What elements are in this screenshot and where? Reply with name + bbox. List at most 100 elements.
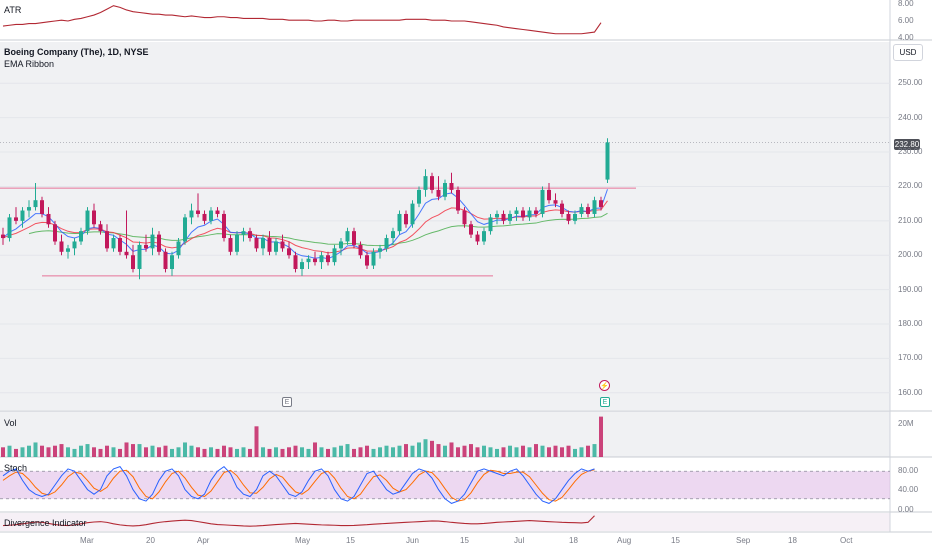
candle-body <box>326 255 330 263</box>
volume-bar <box>443 445 447 457</box>
candle-body <box>300 262 304 269</box>
volume-bar <box>7 445 12 457</box>
candle-body <box>430 176 434 190</box>
volume-bar <box>287 447 291 457</box>
volume-bar <box>33 442 38 457</box>
volume-bar <box>378 447 382 457</box>
candle-body <box>579 207 584 214</box>
candle-body <box>599 200 603 208</box>
volume-bar <box>358 447 363 457</box>
volume-bar <box>59 444 64 457</box>
volume-bar <box>404 444 408 457</box>
candle-body <box>547 189 551 201</box>
candle-body <box>202 213 207 221</box>
candle-body <box>228 238 233 252</box>
indicator-title[interactable]: EMA Ribbon <box>4 59 55 69</box>
volume-bar <box>53 445 57 457</box>
dividend-icon[interactable]: ⚡ <box>599 380 610 391</box>
candle-body <box>235 234 239 252</box>
atr-series-line <box>2 5 602 35</box>
volume-bar <box>332 447 337 457</box>
volume-bar <box>1 447 5 457</box>
price-axis-label: 240.00 <box>898 112 923 122</box>
candle-body <box>378 248 382 252</box>
atr-axis-label: 6.00 <box>898 16 914 25</box>
candle-body <box>514 210 519 214</box>
volume-bar <box>599 416 603 457</box>
volume-axis-label: 20M <box>898 419 914 428</box>
candle-body <box>287 248 291 256</box>
time-axis-label: 18 <box>788 536 797 545</box>
candle-body <box>261 238 265 249</box>
candle-body <box>332 248 337 263</box>
volume-bar <box>410 445 415 457</box>
volume-bars <box>1 416 603 457</box>
candle-body <box>527 210 532 218</box>
atr-axis-label: 4.00 <box>898 33 914 42</box>
candle-body <box>436 189 441 197</box>
candle-body <box>586 207 590 214</box>
candle-body <box>417 189 421 204</box>
candle-body <box>248 231 252 239</box>
price-axis-label: 200.00 <box>898 250 923 260</box>
volume-bar <box>183 442 187 457</box>
time-axis-label: 15 <box>671 536 680 545</box>
volume-bar <box>501 447 506 457</box>
candle-body <box>27 207 31 211</box>
volume-bar <box>150 445 155 457</box>
volume-bar <box>14 448 18 457</box>
candle-body <box>183 217 187 242</box>
volume-bar <box>202 448 207 457</box>
divergence-line <box>2 515 595 527</box>
volume-bar <box>196 447 200 457</box>
candle-body <box>391 231 395 239</box>
volume-bar <box>248 448 252 457</box>
candle-body <box>85 210 90 232</box>
volume-bar <box>482 445 486 457</box>
candle-body <box>150 234 155 249</box>
ema-fast-line <box>2 189 608 260</box>
candle-body <box>59 241 64 252</box>
volume-bar <box>209 447 213 457</box>
candle-body <box>573 213 577 221</box>
symbol-title[interactable]: Boeing Company (The), 1D, NYSE <box>4 47 149 57</box>
currency-button[interactable]: USD <box>893 44 923 61</box>
volume-bar <box>40 445 44 457</box>
volume-bar <box>527 447 532 457</box>
volume-bar <box>118 448 122 457</box>
volume-bar <box>436 444 441 457</box>
volume-bar <box>566 445 571 457</box>
volume-bar <box>579 447 584 457</box>
volume-bar <box>46 447 51 457</box>
time-axis-label: Oct <box>840 536 853 545</box>
volume-bar <box>85 444 90 457</box>
candle-body <box>274 241 278 252</box>
volume-bar <box>111 447 116 457</box>
candle-body <box>449 183 454 190</box>
time-axis-label: 18 <box>569 536 578 545</box>
volume-bar <box>254 426 259 457</box>
volume-bar <box>469 444 473 457</box>
candle-body <box>40 200 44 214</box>
candle-body <box>534 210 538 214</box>
price-axis-label: 210.00 <box>898 215 923 225</box>
time-axis-label: Apr <box>197 536 210 545</box>
earnings-upcoming-icon[interactable]: E <box>600 397 610 407</box>
volume-bar <box>170 448 174 457</box>
divergence-axis-label: 0.00 <box>898 505 914 514</box>
volume-bar <box>66 447 70 457</box>
stoch-axis-label: 40.00 <box>898 484 919 494</box>
time-axis-label: Aug <box>617 536 632 545</box>
volume-bar <box>157 447 161 457</box>
volume-bar <box>547 447 551 457</box>
stoch-k-line <box>2 465 595 504</box>
earnings-past-icon[interactable]: E <box>282 397 292 407</box>
volume-bar <box>339 445 343 457</box>
volume-bar <box>280 448 285 457</box>
candle-body <box>423 176 428 190</box>
candle-body <box>1 234 5 239</box>
candle-body <box>137 244 142 269</box>
